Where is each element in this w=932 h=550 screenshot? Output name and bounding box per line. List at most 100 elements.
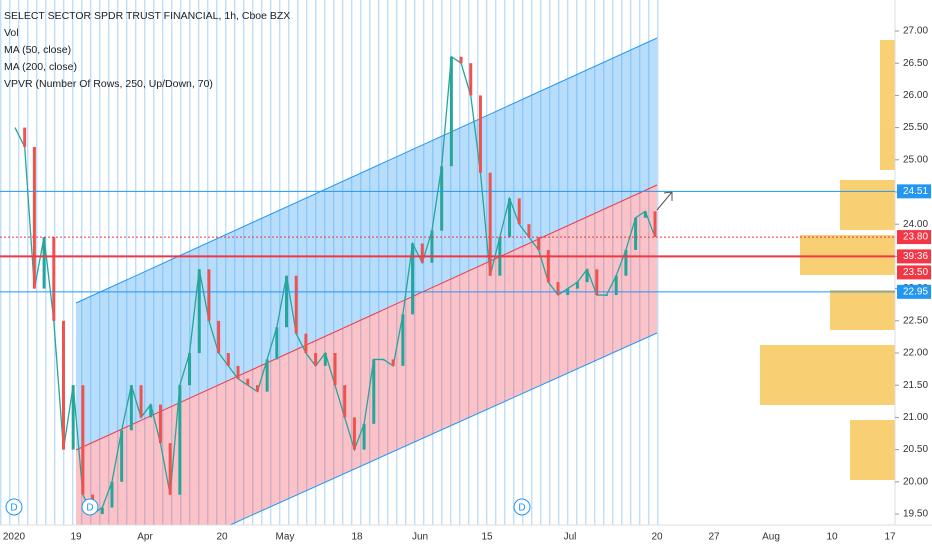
candle [634, 217, 638, 250]
x-tick-label: 18 [351, 532, 363, 543]
candle [352, 417, 356, 450]
candle [323, 353, 327, 366]
x-tick-label: 10 [826, 532, 838, 543]
candle [537, 237, 541, 250]
candle [362, 423, 366, 450]
x-tick-label: Apr [137, 532, 153, 543]
price-tag-label: 22.95 [903, 286, 928, 297]
candle [139, 385, 143, 418]
candle [605, 295, 609, 297]
candle [61, 320, 65, 450]
candle [517, 198, 521, 225]
session-stripes [0, 0, 660, 525]
candle [304, 333, 308, 353]
event-marker-label: D [518, 503, 525, 514]
candle [129, 385, 133, 431]
x-tick-label: 19 [70, 532, 82, 543]
candle [42, 237, 46, 289]
arrow [656, 191, 673, 211]
candle [275, 327, 279, 360]
candle [149, 404, 153, 418]
candle [23, 127, 27, 147]
candle [265, 359, 269, 392]
y-tick-label: 21.50 [903, 380, 928, 391]
price-tag-label: 24.51 [903, 186, 928, 197]
candle [100, 507, 104, 514]
y-tick-label: 20.00 [903, 476, 928, 487]
candle [372, 359, 376, 424]
y-tick-label: 26.50 [903, 58, 928, 69]
candle [217, 320, 221, 353]
x-tick-label: May [276, 532, 295, 543]
channel-upper [76, 38, 657, 450]
x-tick-label: 20 [216, 532, 228, 543]
candle [314, 353, 318, 366]
price-tag [897, 249, 931, 264]
candle [158, 404, 162, 444]
candle [585, 269, 589, 283]
event-marker [5, 498, 23, 516]
candle [527, 224, 531, 238]
candle [391, 359, 395, 366]
candle [614, 275, 618, 296]
candle [653, 211, 657, 238]
y-tick-label: 21.00 [903, 412, 928, 423]
channel-line [229, 332, 658, 526]
y-tick-label: 27.00 [903, 26, 928, 37]
candle [575, 282, 579, 289]
candle [120, 430, 124, 482]
y-tick-label: 22.00 [903, 348, 928, 359]
y-tick-label: 20.50 [903, 444, 928, 455]
x-tick-label: 17 [884, 532, 896, 543]
channel-mid [75, 184, 658, 451]
legend-line: Vol [4, 27, 19, 39]
candle [343, 385, 347, 418]
event-marker-label: D [86, 503, 93, 514]
candle [197, 269, 201, 353]
candle [207, 269, 211, 321]
candle [478, 95, 482, 173]
price-tag-label: 39:36 [903, 251, 928, 262]
candle [469, 63, 473, 96]
candle [168, 443, 172, 495]
event-marker-label: D [10, 503, 17, 514]
candle [255, 385, 259, 392]
price-tag [897, 265, 931, 280]
x-tick-label: 27 [708, 532, 720, 543]
candle [52, 237, 56, 321]
candle [508, 198, 512, 238]
candle [488, 172, 492, 276]
legend-line: MA (200, close) [4, 61, 77, 73]
y-tick-label: 19.50 [903, 509, 928, 520]
candle [595, 269, 599, 296]
price-tag [897, 284, 931, 299]
price-tag-label: 23.80 [903, 232, 928, 243]
candle [420, 243, 424, 263]
channel-lower [76, 185, 657, 525]
x-tick-label: 20 [651, 532, 663, 543]
y-tick-label: 25.00 [903, 154, 928, 165]
y-tick-label: 26.00 [903, 90, 928, 101]
chart-title: SELECT SECTOR SPDR TRUST FINANCIAL, 1h, … [4, 10, 290, 22]
candle [556, 282, 560, 296]
candle [449, 56, 453, 167]
x-tick-label: 15 [481, 532, 493, 543]
legend-line: VPVR (Number Of Rows, 250, Up/Down, 70) [4, 78, 213, 90]
candle [81, 385, 85, 495]
candle [440, 166, 444, 231]
candle [411, 243, 415, 315]
event-marker [81, 498, 99, 516]
candle [381, 359, 385, 361]
candle [459, 56, 463, 64]
candle [401, 314, 405, 366]
volume-profile [760, 40, 895, 480]
price-tag [897, 230, 931, 245]
event-marker [513, 498, 531, 516]
candle [546, 249, 550, 283]
candle [333, 353, 337, 386]
y-tick-label: 22.50 [903, 315, 928, 326]
candle [188, 353, 192, 386]
x-tick-label: Jun [412, 532, 428, 543]
y-tick-label: 24.00 [903, 219, 928, 230]
